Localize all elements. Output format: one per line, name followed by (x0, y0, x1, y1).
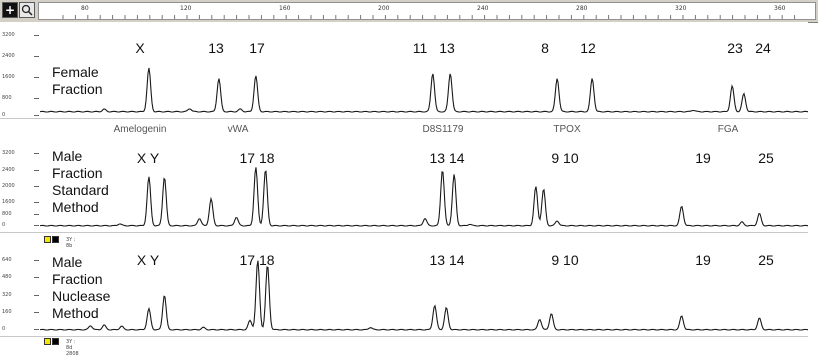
y-tick: 1600 (2, 74, 39, 80)
ruler-label: 200 (378, 5, 390, 12)
ruler-label: 320 (675, 5, 687, 12)
y-tick: 1600 (2, 199, 39, 205)
y-axis: 3200 2400 2000 1600 800 0 (0, 140, 40, 232)
locus-label-vwa: vWA (227, 124, 249, 135)
y-axis: 640 480 320 160 0 (0, 248, 40, 336)
y-tick: 3200 (2, 32, 39, 38)
electropherogram-panel-male-standard: 3200 2400 2000 1600 800 0 Male Fraction … (0, 140, 808, 233)
y-tick: 0 (2, 112, 39, 118)
plus-icon[interactable]: + (2, 2, 18, 18)
y-tick: 3200 (2, 150, 39, 156)
electropherogram-panel-female-fraction: 3200 2400 1600 800 0 Female Fraction X 1… (0, 22, 808, 119)
ruler-label: 280 (576, 5, 588, 12)
y-tick: 2400 (2, 167, 39, 173)
y-tick: 2400 (2, 53, 39, 59)
y-tick: 800 (2, 95, 39, 101)
signal-trace (40, 260, 808, 331)
ruler-label: 120 (180, 5, 192, 12)
status-text: 3Y : 8d 2808 (66, 339, 79, 357)
size-ruler[interactable]: 80 120 160 200 240 280 320 360 (38, 2, 816, 20)
ruler-label: 80 (81, 5, 89, 12)
y-axis: 3200 2400 1600 800 0 (0, 22, 40, 118)
ruler-ticks (62, 15, 796, 19)
color-swatch-yellow[interactable] (44, 338, 51, 345)
zoom-icon[interactable] (19, 2, 35, 18)
signal-trace (40, 67, 808, 113)
ruler-label: 160 (279, 5, 291, 12)
y-tick: 800 (2, 211, 39, 217)
trace-plot (40, 167, 808, 227)
color-swatch-black[interactable] (52, 338, 59, 345)
locus-label-tpox: TPOX (553, 124, 581, 135)
y-tick: 0 (2, 326, 39, 332)
toolbar: + 80 120 160 200 240 280 320 360 (0, 0, 818, 23)
locus-label-d8s1179: D8S1179 (422, 124, 464, 135)
y-tick: 2000 (2, 183, 39, 189)
color-swatch-yellow[interactable] (44, 236, 51, 243)
magnifier-icon (21, 4, 33, 16)
y-tick: 640 (2, 257, 39, 263)
ruler-label: 240 (477, 5, 489, 12)
electropherogram-panel-male-nuclease: 640 480 320 160 0 Male Fraction Nuclease… (0, 248, 808, 337)
ruler-label: 360 (774, 5, 786, 12)
y-tick: 320 (2, 292, 39, 298)
locus-label-amelogenin: Amelogenin (113, 124, 167, 135)
y-tick: 0 (2, 222, 39, 228)
y-tick: 480 (2, 274, 39, 280)
trace-plot (40, 260, 808, 331)
y-tick: 160 (2, 309, 39, 315)
color-swatch-black[interactable] (52, 236, 59, 243)
signal-trace (40, 167, 808, 227)
locus-label-fga: FGA (717, 124, 739, 135)
trace-plot (40, 67, 808, 113)
